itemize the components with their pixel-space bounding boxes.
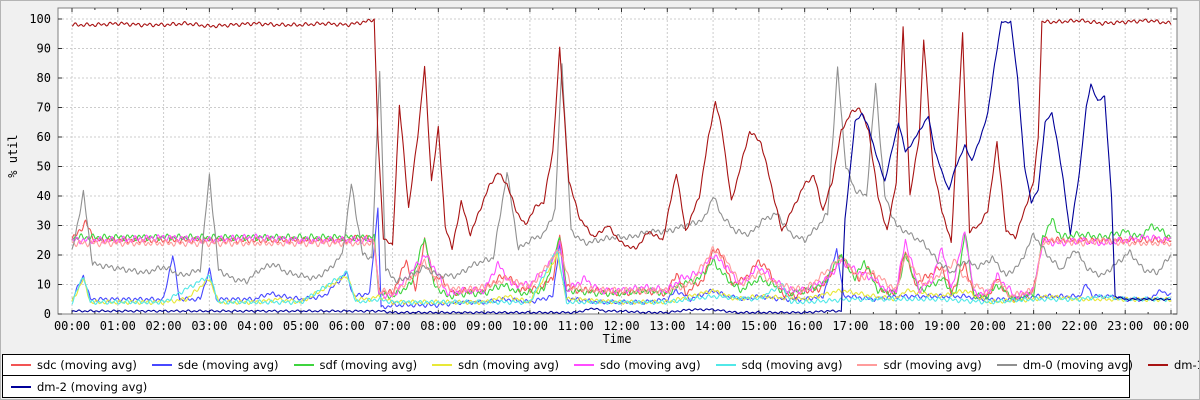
x-axis-title: Time [602,332,632,346]
x-tick-label: 00:00 [54,319,90,333]
x-tick-label: 04:00 [237,319,273,333]
legend-label: sdn (moving avg) [458,358,559,372]
legend-item-sdo: sdo (moving avg) [574,358,701,372]
x-tick-label: 14:00 [695,319,731,333]
x-tick-label: 12:00 [603,319,639,333]
series-line-dm-2 [71,20,1172,315]
x-tick-label: 05:00 [283,319,319,333]
legend-label: dm-2 (moving avg) [37,379,148,394]
x-tick-label: 17:00 [832,319,868,333]
legend-item-sdf: sdf (moving avg) [293,358,418,372]
y-tick-label: 40 [37,189,51,203]
legend-row-1: sdc (moving avg) sde (moving avg) sdf (mov… [2,354,1199,376]
legend-item-sdc: sdc (moving avg) [11,358,137,372]
tick-marks [58,8,1177,315]
y-tick-label: 50 [37,160,51,174]
legend-swatch-sdn [432,364,453,366]
x-tick-label: 11:00 [558,319,594,333]
legend-label: sdc (moving avg) [37,358,137,372]
x-tick-label: 15:00 [741,319,777,333]
y-tick-label: 90 [37,42,51,56]
plot-frame [57,7,1178,315]
series-line-dm-1 [71,18,1172,251]
legend-label: sde (moving avg) [177,358,279,372]
x-tick-label: 03:00 [191,319,227,333]
series-line-sdq [71,249,1172,306]
legend-label: sdf (moving avg) [319,358,418,372]
legend-row-2: dm-2 (moving avg) [2,376,1130,398]
grid [58,8,1177,314]
legend-swatch-dm-2 [11,385,31,388]
y-tick-label: 70 [37,101,51,115]
legend-label: dm-1 (moving avg) [1173,358,1199,372]
x-tick-label: 23:00 [1107,319,1143,333]
legend-item-sde: sde (moving avg) [151,358,279,372]
plot-area: 0 10 20 30 40 50 60 70 80 90 100 00:00 01:00 02:00 03:… [29,7,1189,333]
legend-swatch-sdq [715,364,736,366]
x-tick-label: 21:00 [1016,319,1052,333]
legend-swatch-sde [151,364,172,366]
y-tick-label: 80 [37,71,51,85]
series-line-dm-0 [71,63,1172,285]
legend-swatch-sdo [574,364,594,366]
y-tick-label: 0 [44,307,51,321]
y-tick-label: 10 [37,278,51,292]
legend-swatch-dm-1 [1147,364,1168,366]
legend-item-dm-0: dm-0 (moving avg) [996,358,1133,372]
x-tick-label: 18:00 [878,319,914,333]
series-line-sdr [71,237,1172,298]
legend-swatch-dm-0 [996,364,1017,366]
x-tick-label: 07:00 [374,319,410,333]
x-tick-label: 16:00 [787,319,823,333]
legend-swatch-sdr [857,364,878,366]
legend-item-dm-1: dm-1 (moving avg) [1147,358,1199,372]
legend-label: sdo (moving avg) [600,358,701,372]
y-tick-label: 30 [37,219,51,233]
plot-background [58,8,1177,314]
legend-item-sdn: sdn (moving avg) [432,358,559,372]
x-tick-label: 13:00 [649,319,685,333]
x-tick-label: 02:00 [146,319,182,333]
x-tick-label: 06:00 [329,319,365,333]
y-tick-label: 60 [37,130,51,144]
legend-label: sdq (moving avg) [741,358,843,372]
x-tick-label: 01:00 [100,319,136,333]
y-axis-title: % util [6,134,20,178]
legend-swatch-sdc [11,364,31,366]
x-tick-label: 09:00 [466,319,502,333]
y-tick-label: 100 [29,12,51,26]
legend-label: dm-0 (moving avg) [1022,358,1133,372]
x-tick-label: 08:00 [420,319,456,333]
legend-item-dm-2: dm-2 (moving avg) [11,380,147,394]
legend-item-sdq: sdq (moving avg) [715,358,843,372]
y-tick-label: 20 [37,248,51,262]
legend-label: sdr (moving avg) [883,358,982,372]
x-tick-label: 20:00 [970,319,1006,333]
legend-item-sdr: sdr (moving avg) [857,358,982,372]
x-tick-label: 22:00 [1061,319,1097,333]
x-tick-label: 00:00 [1153,319,1189,333]
legend: sdc (moving avg) sde (moving avg) sdf (mov… [2,354,1199,398]
x-tick-label: 19:00 [924,319,960,333]
series-line-sdf [71,217,1172,302]
x-tick-label: 10:00 [512,319,548,333]
legend-swatch-sdf [293,364,314,366]
